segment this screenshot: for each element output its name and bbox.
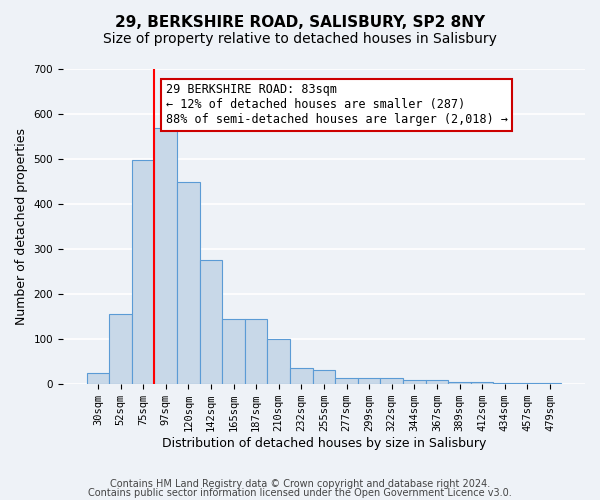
Text: 29, BERKSHIRE ROAD, SALISBURY, SP2 8NY: 29, BERKSHIRE ROAD, SALISBURY, SP2 8NY [115,15,485,30]
X-axis label: Distribution of detached houses by size in Salisbury: Distribution of detached houses by size … [162,437,486,450]
Bar [471,382,493,384]
Bar [313,370,335,384]
Y-axis label: Number of detached properties: Number of detached properties [15,128,28,325]
Bar [200,260,222,384]
Bar [425,380,448,384]
Bar [493,383,516,384]
Bar [154,128,177,384]
Bar [290,368,313,384]
Text: Size of property relative to detached houses in Salisbury: Size of property relative to detached ho… [103,32,497,46]
Bar [448,382,471,384]
Bar [358,378,380,384]
Bar [403,380,425,384]
Bar [109,314,132,384]
Text: 29 BERKSHIRE ROAD: 83sqm
← 12% of detached houses are smaller (287)
88% of semi-: 29 BERKSHIRE ROAD: 83sqm ← 12% of detach… [166,84,508,126]
Bar [335,378,358,384]
Bar [245,319,268,384]
Bar [177,182,200,384]
Bar [222,319,245,384]
Text: Contains HM Land Registry data © Crown copyright and database right 2024.: Contains HM Land Registry data © Crown c… [110,479,490,489]
Bar [132,160,154,384]
Bar [380,378,403,384]
Bar [86,373,109,384]
Text: Contains public sector information licensed under the Open Government Licence v3: Contains public sector information licen… [88,488,512,498]
Bar [268,339,290,384]
